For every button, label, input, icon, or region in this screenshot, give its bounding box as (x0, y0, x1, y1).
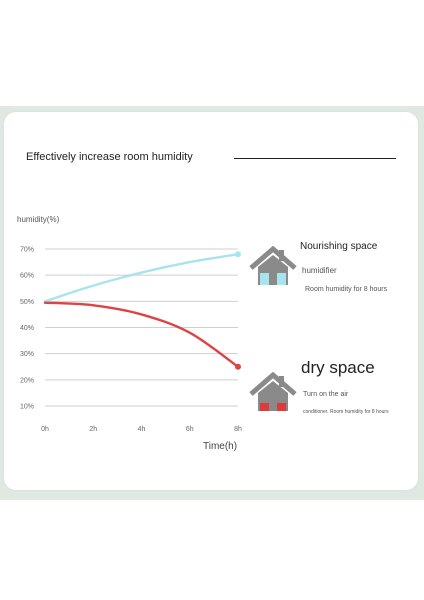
house-icon (249, 372, 297, 411)
legend-subtitle-dry: Turn on the air (303, 391, 349, 398)
y-tick-label: 70% (20, 247, 34, 254)
headline: Effectively increase room humidity (26, 151, 193, 163)
series-line-nourishing-space (43, 253, 240, 303)
series-endpoint-dry-space (235, 363, 241, 370)
x-tick-label: 0h (41, 426, 49, 433)
house-icon (249, 246, 297, 285)
legend-desc-wet: Room humidity for 8 hours (305, 286, 388, 293)
y-tick-label: 10% (20, 404, 34, 411)
y-tick-label: 50% (20, 299, 34, 306)
x-tick-label: 6h (186, 426, 194, 433)
headline-rule (234, 158, 396, 159)
y-tick-label: 60% (20, 273, 34, 280)
y-tick-label: 40% (20, 325, 34, 332)
series-endpoint-nourishing-space (235, 251, 241, 258)
series-line-dry-space (43, 301, 240, 368)
y-axis-title: humidity(%) (17, 215, 60, 224)
x-tick-label: 2h (89, 426, 97, 433)
y-tick-label: 20% (20, 377, 34, 384)
legend-subtitle-wet: humidifier (302, 266, 337, 275)
y-tick-label: 30% (20, 351, 34, 358)
x-axis-title: Time(h) (203, 441, 238, 452)
x-tick-label: 4h (138, 426, 146, 433)
legend-title-wet: Nourishing space (300, 241, 378, 252)
legend-title-dry: dry space (301, 358, 375, 377)
x-tick-label: 8h (234, 426, 242, 433)
legend-desc-dry: conditioner. Room humidity for 8 hours (303, 409, 389, 415)
